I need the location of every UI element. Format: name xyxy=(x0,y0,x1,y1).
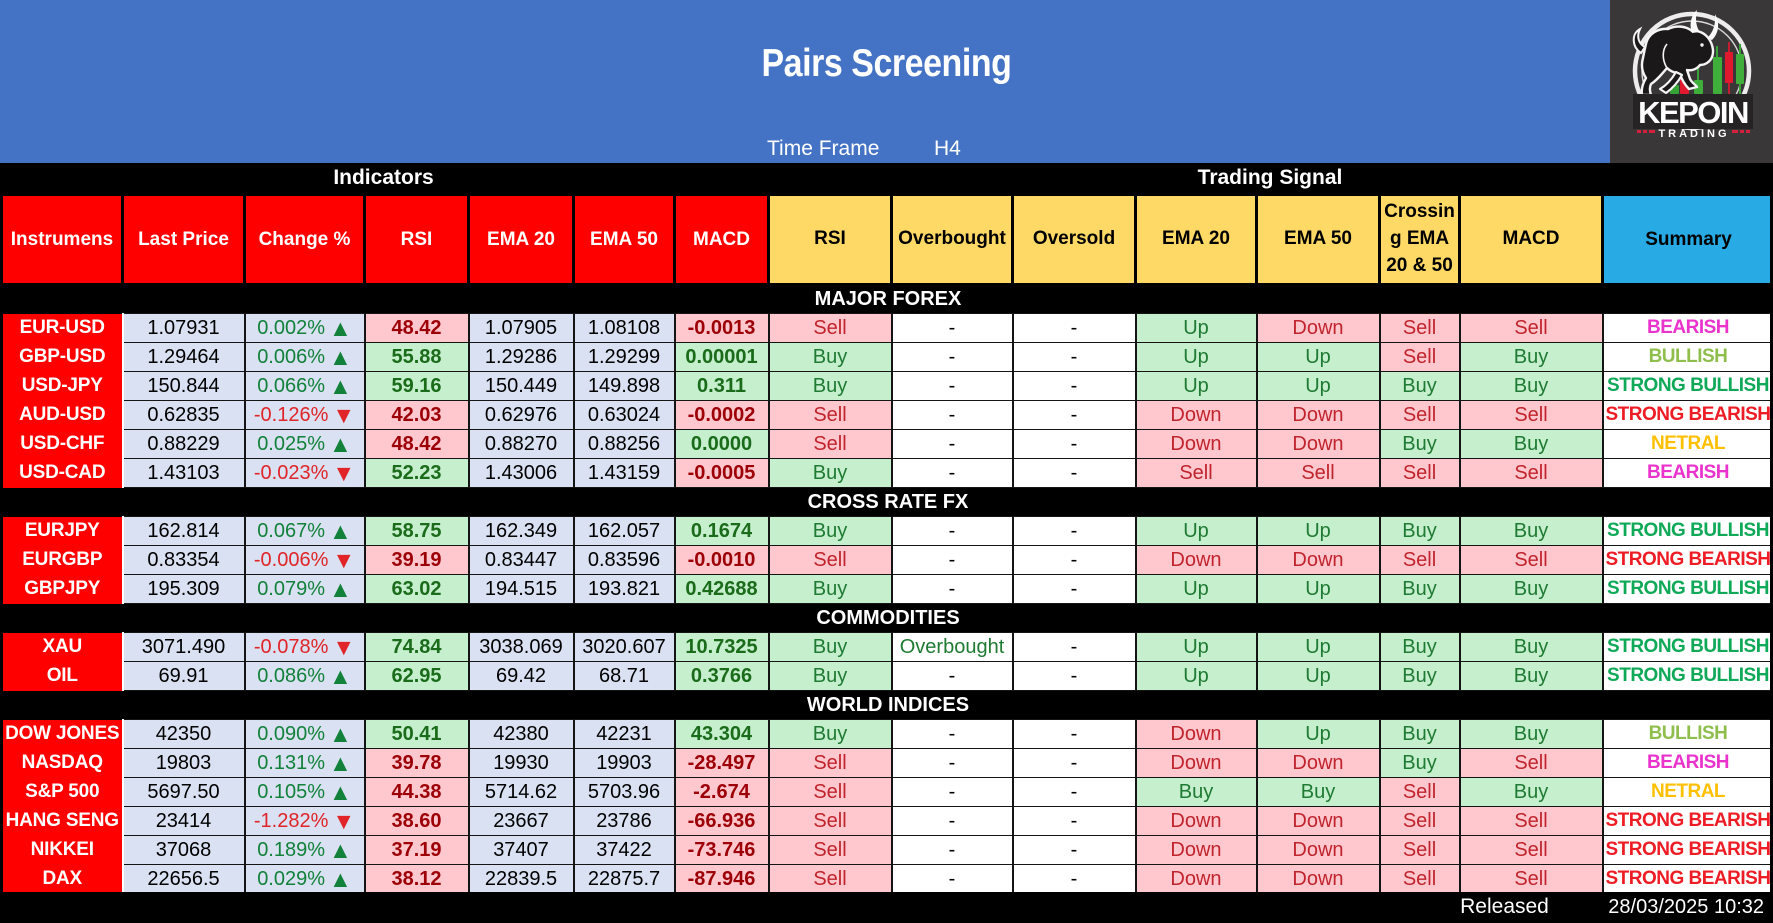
svg-text:TRADING: TRADING xyxy=(1658,128,1729,140)
svg-text:KEPOIN: KEPOIN xyxy=(1638,95,1748,130)
